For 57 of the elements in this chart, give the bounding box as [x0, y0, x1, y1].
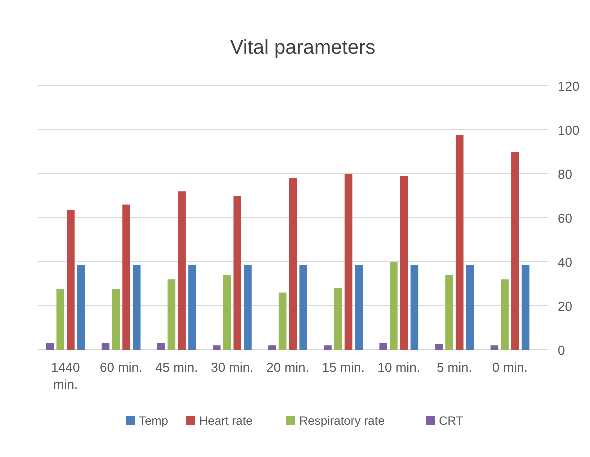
x-tick-label: 1440 min. — [51, 360, 80, 392]
bar — [268, 346, 276, 350]
bar — [223, 275, 232, 350]
bar — [501, 280, 509, 350]
bar — [289, 178, 298, 350]
y-tick-label: 40 — [558, 255, 572, 270]
legend-label: CRT — [439, 414, 464, 428]
bar — [324, 346, 332, 350]
bar — [300, 265, 308, 350]
bar — [334, 288, 342, 350]
y-tick-label: 120 — [558, 79, 580, 94]
bar — [112, 290, 120, 350]
bar — [466, 265, 474, 350]
bar — [133, 265, 141, 350]
bar — [77, 265, 86, 350]
bar — [456, 136, 464, 350]
legend-label: Temp — [139, 414, 169, 428]
bar — [213, 346, 221, 350]
x-tick-label: 20 min. — [266, 360, 310, 375]
bar — [102, 343, 110, 350]
bar — [410, 265, 419, 350]
bar — [67, 210, 75, 350]
bar — [435, 344, 443, 350]
bar — [390, 262, 398, 350]
bar — [522, 265, 530, 350]
x-tick-label: 0 min. — [492, 360, 528, 375]
bar — [512, 152, 520, 350]
x-tick-label: 10 min. — [378, 360, 420, 375]
legend-label: Respiratory rate — [300, 414, 386, 428]
legend-label: Heart rate — [200, 414, 254, 428]
bar — [400, 176, 408, 350]
bar — [188, 265, 196, 350]
bar — [355, 265, 363, 350]
y-tick-label: 60 — [558, 211, 572, 226]
bar — [344, 174, 353, 350]
x-tick-label: 30 min. — [211, 360, 254, 375]
x-tick-label: 15 min. — [322, 360, 365, 375]
x-tick-label: 5 min. — [436, 360, 472, 375]
bar — [446, 275, 454, 350]
x-tick-label: 45 min. — [156, 360, 198, 375]
x-tick-label: 60 min. — [100, 360, 143, 375]
bar — [490, 346, 499, 350]
bar — [56, 290, 64, 350]
y-tick-label: 80 — [558, 167, 572, 182]
bar — [46, 343, 54, 350]
bar — [122, 204, 130, 350]
bar — [157, 343, 166, 350]
bar — [244, 265, 252, 350]
chart-title: Vital parameters — [230, 37, 376, 59]
bar — [178, 192, 186, 350]
bar — [380, 343, 388, 350]
y-tick-label: 100 — [558, 123, 580, 138]
y-tick-label: 0 — [558, 343, 566, 358]
bar — [168, 280, 176, 350]
y-tick-label: 20 — [558, 299, 572, 314]
bar — [278, 292, 287, 350]
bar — [234, 196, 242, 350]
